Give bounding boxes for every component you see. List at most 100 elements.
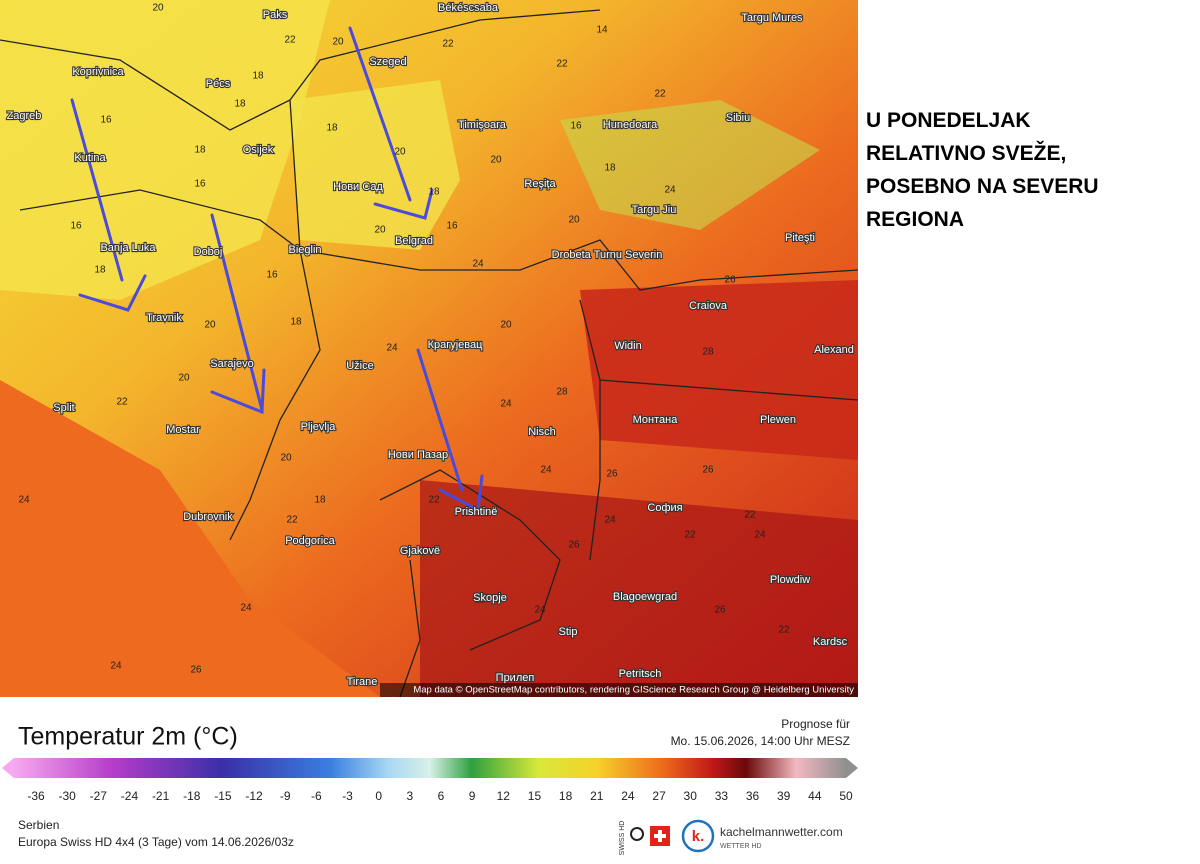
city-label: София bbox=[647, 502, 682, 514]
temperature-label: 22 bbox=[684, 530, 696, 541]
city-label: Craiova bbox=[689, 300, 728, 312]
color-bar-tick-label: 24 bbox=[621, 789, 635, 803]
city-label: Szeged bbox=[369, 56, 406, 68]
temperature-label: 24 bbox=[18, 495, 30, 506]
color-bar bbox=[2, 758, 858, 778]
color-bar-arrow bbox=[2, 758, 14, 778]
temperature-label: 16 bbox=[570, 121, 582, 132]
temperature-label: 22 bbox=[474, 595, 486, 606]
kachelmann-logo bbox=[681, 819, 715, 853]
color-bar-tick-label: 18 bbox=[559, 789, 573, 803]
temperature-label: 20 bbox=[178, 373, 190, 384]
city-label: Banja Luka bbox=[100, 242, 156, 254]
city-label: Alexand bbox=[814, 344, 854, 356]
temperature-label: 24 bbox=[664, 185, 676, 196]
color-bar-tick-label: -6 bbox=[311, 789, 322, 803]
temperature-label: 24 bbox=[240, 603, 252, 614]
temperature-label: 20 bbox=[394, 147, 406, 158]
annotation-line: POSEBNO NA SEVERU bbox=[866, 175, 1099, 198]
temperature-labels: 20 22 20 22 18 18 16 18 20 18 16 16 18 20 16 18 20 14 16 22… bbox=[18, 3, 790, 676]
temperature-label: 24 bbox=[472, 259, 484, 270]
temperature-label: 22 bbox=[744, 510, 756, 521]
city-label: Pécs bbox=[206, 78, 231, 90]
temperature-label: 18 bbox=[314, 495, 326, 506]
city-label: Osijek bbox=[243, 144, 274, 156]
city-label: Kardsc bbox=[813, 636, 848, 648]
city-label: Reşiţa bbox=[524, 178, 556, 190]
temperature-label: 24 bbox=[540, 465, 552, 476]
city-label: Plewen bbox=[760, 414, 796, 426]
temperature-label: 24 bbox=[110, 661, 122, 672]
city-label: Drobeta Turnu Severin bbox=[552, 249, 663, 261]
temperature-label: 18 bbox=[326, 123, 338, 134]
logo-icon bbox=[630, 827, 644, 841]
color-bar-tick-label: -30 bbox=[58, 789, 76, 803]
city-label: Užice bbox=[346, 360, 374, 372]
city-label: Blagoewgrad bbox=[613, 591, 677, 603]
temperature-label: 18 bbox=[94, 265, 106, 276]
city-label: Plowdiw bbox=[770, 574, 810, 586]
temperature-label: 26 bbox=[568, 540, 580, 551]
city-label: Dubrovnik bbox=[183, 511, 233, 523]
borders bbox=[0, 9, 859, 698]
temperature-label: 22 bbox=[654, 89, 666, 100]
temperature-label: 20 bbox=[332, 37, 344, 48]
color-bar-tick-label: 44 bbox=[808, 789, 822, 803]
logo: SWISS HD k. kachelmannwetter.com WETTER … bbox=[619, 819, 843, 856]
color-bar-tick-label: -27 bbox=[90, 789, 108, 803]
temperature-label: 26 bbox=[724, 275, 736, 286]
temperature-label: 20 bbox=[152, 3, 164, 14]
hot-area bbox=[580, 280, 858, 460]
color-bar-ticks: -36 -30 -27 -24 -21 -18 -15 -12 -9 -6 -3 0 3 6 9 12 15 18… bbox=[27, 789, 853, 803]
brand-name: kachelmannwetter.com bbox=[720, 825, 843, 839]
city-label: Нови Пазар bbox=[388, 449, 448, 461]
temperature-label: 18 bbox=[604, 163, 616, 174]
forecast-label: Prognose für bbox=[781, 717, 850, 731]
color-bar-tick-label: 6 bbox=[438, 789, 445, 803]
temperature-label: 22 bbox=[442, 39, 454, 50]
temperature-label: 22 bbox=[286, 515, 298, 526]
color-bar-tick-label: 12 bbox=[497, 789, 511, 803]
temperature-label: 20 bbox=[280, 453, 292, 464]
temperature-label: 18 bbox=[234, 99, 246, 110]
temperature-label: 18 bbox=[194, 145, 206, 156]
cool-area bbox=[0, 0, 330, 300]
swiss-hd-logo: SWISS HD bbox=[619, 821, 626, 856]
color-bar-tick-label: -21 bbox=[152, 789, 170, 803]
temperature-label: 22 bbox=[778, 625, 790, 636]
temperature-label: 16 bbox=[100, 115, 112, 126]
city-label: Монтана bbox=[633, 414, 679, 426]
annotation-line: REGIONA bbox=[866, 208, 965, 231]
city-label: Kutina bbox=[74, 152, 106, 164]
color-bar-tick-label: 9 bbox=[469, 789, 476, 803]
annotation-line: U PONEDELJAK bbox=[866, 109, 1031, 132]
city-label: Нови Сад bbox=[333, 181, 383, 193]
city-label: Pljevlja bbox=[301, 421, 337, 433]
color-bar-tick-label: 30 bbox=[684, 789, 698, 803]
temperature-label: 26 bbox=[606, 469, 618, 480]
brand-sub: WETTER HD bbox=[720, 843, 762, 850]
cool-area bbox=[290, 80, 460, 250]
city-label: Travnik bbox=[146, 312, 182, 324]
temperature-label: 20 bbox=[374, 225, 386, 236]
temperature-label: 26 bbox=[702, 465, 714, 476]
city-label: Mostar bbox=[166, 424, 200, 436]
color-bar-tick-label: -3 bbox=[342, 789, 353, 803]
temperature-label: 22 bbox=[116, 397, 128, 408]
city-label: Targu Jiu bbox=[632, 204, 677, 216]
drawn-arrows bbox=[70, 26, 484, 513]
temperature-label: 16 bbox=[266, 270, 278, 281]
color-bar-tick-label: -15 bbox=[214, 789, 232, 803]
temperature-label: 24 bbox=[500, 399, 512, 410]
city-label: Zagreb bbox=[7, 110, 42, 122]
city-label: Timişoara bbox=[458, 119, 507, 131]
temperature-label: 24 bbox=[386, 343, 398, 354]
temperature-label: 20 bbox=[500, 320, 512, 331]
temperature-label: 24 bbox=[754, 530, 766, 541]
color-bar-tick-label: 27 bbox=[652, 789, 666, 803]
annotation: U PONEDELJAK RELATIVNO SVEŽE, POSEBNO NA… bbox=[866, 104, 1099, 236]
legend-title: Temperatur 2m (°C) bbox=[18, 723, 238, 751]
color-bar-tick-label: -24 bbox=[121, 789, 139, 803]
city-label: Nisch bbox=[528, 426, 556, 438]
